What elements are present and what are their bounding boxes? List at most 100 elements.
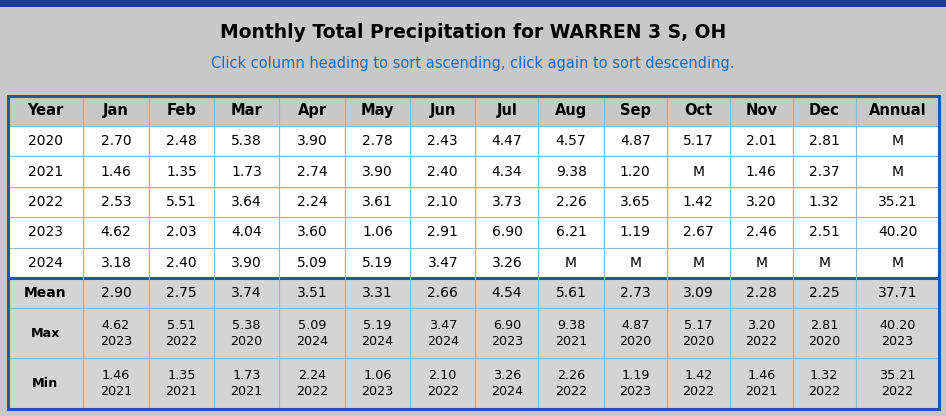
- Bar: [83, 126, 149, 156]
- Text: 2.53: 2.53: [100, 195, 131, 209]
- Bar: [344, 278, 411, 308]
- Text: M: M: [891, 256, 903, 270]
- Text: 1.46: 1.46: [745, 165, 777, 178]
- Text: 2.51: 2.51: [809, 225, 839, 239]
- Text: Jun: Jun: [429, 103, 456, 119]
- Text: 35.21
2022: 35.21 2022: [879, 369, 916, 398]
- Bar: [667, 217, 729, 248]
- Bar: [214, 187, 279, 217]
- Text: 3.20
2022: 3.20 2022: [745, 319, 778, 348]
- Bar: [411, 278, 476, 308]
- Bar: [149, 248, 214, 278]
- Bar: [793, 126, 856, 156]
- Bar: [476, 217, 538, 248]
- Text: Jan: Jan: [103, 103, 129, 119]
- Bar: [729, 187, 793, 217]
- Text: 2.73: 2.73: [620, 286, 651, 300]
- Bar: [8, 96, 83, 126]
- Text: M: M: [565, 256, 577, 270]
- Bar: [214, 278, 279, 308]
- Text: Oct: Oct: [684, 103, 712, 119]
- Text: 1.42: 1.42: [683, 195, 713, 209]
- Text: Apr: Apr: [297, 103, 326, 119]
- Bar: [729, 359, 793, 409]
- Text: 37.71: 37.71: [878, 286, 918, 300]
- Bar: [411, 308, 476, 359]
- Bar: [83, 217, 149, 248]
- Bar: [604, 96, 667, 126]
- Bar: [411, 359, 476, 409]
- Bar: [279, 278, 344, 308]
- Bar: [538, 96, 604, 126]
- Text: 2.70: 2.70: [100, 134, 131, 148]
- Text: Nov: Nov: [745, 103, 778, 119]
- Text: 2.24: 2.24: [297, 195, 327, 209]
- Bar: [476, 187, 538, 217]
- Text: 3.31: 3.31: [362, 286, 393, 300]
- Text: Max: Max: [30, 327, 61, 340]
- Text: 5.09
2024: 5.09 2024: [296, 319, 328, 348]
- Text: 1.42
2022: 1.42 2022: [682, 369, 714, 398]
- Text: 1.73
2021: 1.73 2021: [231, 369, 263, 398]
- Bar: [8, 217, 83, 248]
- Text: 6.90
2023: 6.90 2023: [491, 319, 523, 348]
- Bar: [344, 217, 411, 248]
- Text: 3.26: 3.26: [492, 256, 522, 270]
- Bar: [538, 217, 604, 248]
- Text: 6.90: 6.90: [492, 225, 522, 239]
- Bar: [856, 126, 939, 156]
- Text: 3.20: 3.20: [745, 195, 777, 209]
- Text: 1.35
2021: 1.35 2021: [166, 369, 198, 398]
- Text: M: M: [818, 256, 831, 270]
- Text: M: M: [891, 134, 903, 148]
- Text: 5.17
2020: 5.17 2020: [682, 319, 714, 348]
- Text: 2.37: 2.37: [809, 165, 839, 178]
- Bar: [344, 187, 411, 217]
- Bar: [411, 248, 476, 278]
- Text: 5.61: 5.61: [555, 286, 587, 300]
- Text: 4.57: 4.57: [556, 134, 587, 148]
- Bar: [344, 308, 411, 359]
- Bar: [604, 187, 667, 217]
- Text: 3.90: 3.90: [362, 165, 393, 178]
- Bar: [279, 156, 344, 187]
- Bar: [604, 156, 667, 187]
- Bar: [149, 187, 214, 217]
- Bar: [214, 359, 279, 409]
- Bar: [344, 156, 411, 187]
- Bar: [667, 278, 729, 308]
- Text: 1.32
2022: 1.32 2022: [808, 369, 840, 398]
- Text: 4.87
2020: 4.87 2020: [620, 319, 652, 348]
- Bar: [279, 308, 344, 359]
- Bar: [538, 156, 604, 187]
- Text: 2.75: 2.75: [166, 286, 197, 300]
- Bar: [344, 126, 411, 156]
- Text: 3.90: 3.90: [297, 134, 327, 148]
- Text: 2024: 2024: [28, 256, 63, 270]
- Text: 3.64: 3.64: [232, 195, 262, 209]
- Bar: [793, 308, 856, 359]
- Bar: [279, 359, 344, 409]
- Bar: [476, 156, 538, 187]
- Bar: [856, 217, 939, 248]
- Text: M: M: [692, 165, 704, 178]
- Bar: [793, 156, 856, 187]
- Text: 3.74: 3.74: [232, 286, 262, 300]
- Text: 3.47
2024: 3.47 2024: [427, 319, 459, 348]
- Bar: [729, 156, 793, 187]
- Text: 4.87: 4.87: [620, 134, 651, 148]
- Bar: [344, 248, 411, 278]
- Bar: [149, 217, 214, 248]
- Text: 3.65: 3.65: [620, 195, 651, 209]
- Bar: [149, 126, 214, 156]
- Text: 2.28: 2.28: [745, 286, 777, 300]
- Bar: [8, 156, 83, 187]
- Text: 4.47: 4.47: [492, 134, 522, 148]
- Bar: [538, 187, 604, 217]
- Bar: [856, 359, 939, 409]
- Bar: [538, 278, 604, 308]
- Text: Monthly Total Precipitation for WARREN 3 S, OH: Monthly Total Precipitation for WARREN 3…: [219, 23, 727, 42]
- Bar: [856, 308, 939, 359]
- Bar: [793, 187, 856, 217]
- Text: M: M: [692, 256, 704, 270]
